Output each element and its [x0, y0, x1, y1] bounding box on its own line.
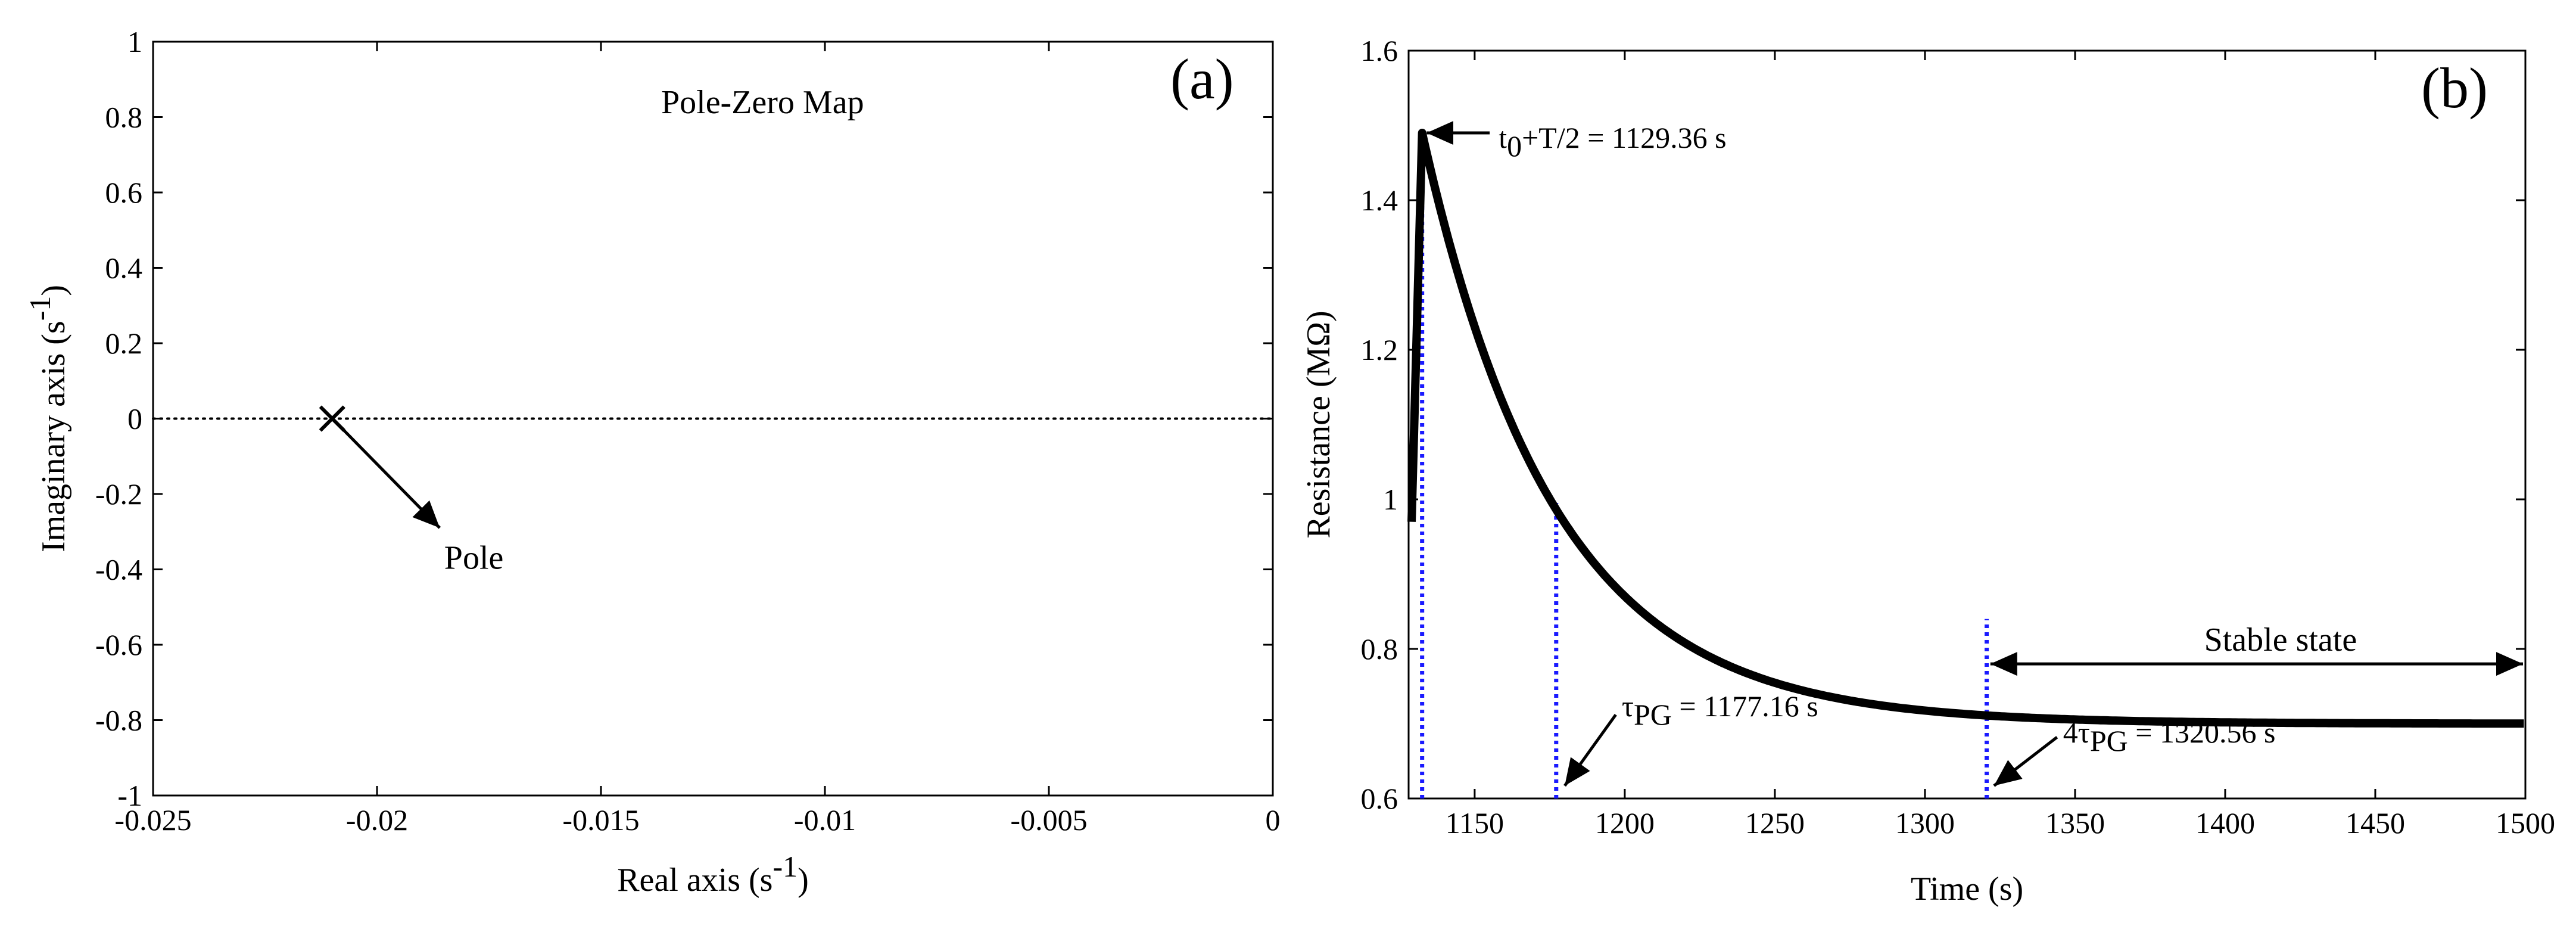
x-tick-label: 1400 — [2195, 806, 2255, 840]
x-tick-label: 0 — [1266, 803, 1281, 837]
annotation-rest: = 1320.56 s — [2128, 716, 2276, 749]
x-tick-label: 1150 — [1446, 806, 1504, 840]
y-tick-label: -1 — [117, 779, 142, 812]
y-tick-label: 0.6 — [1361, 782, 1398, 815]
x-tick-label: 1200 — [1595, 806, 1655, 840]
y-tick-label: 1 — [127, 25, 142, 58]
x-tick-label: 1500 — [2496, 806, 2555, 840]
y-tick-label: 0.6 — [105, 176, 143, 209]
x-tick-label: -0.02 — [346, 803, 408, 837]
y-tick-label: 0.8 — [1361, 632, 1398, 666]
x-axis-label-end: ) — [798, 862, 809, 899]
panel-label-b: (b) — [2421, 56, 2488, 120]
annotation-rest: +T/2 = 1129.36 s — [1522, 121, 1726, 154]
annotation-main: 4τ — [2063, 716, 2090, 749]
y-tick-label: 1.6 — [1361, 34, 1398, 67]
pole-zero-map-panel: -0.025 -0.02 -0.015 -0.01 -0.005 0 1 0.8 0.6 0.4 0… — [23, 25, 1281, 899]
plot-frame — [1407, 49, 2527, 800]
y-tick-label: 1 — [1383, 483, 1398, 516]
y-tick-label: -0.6 — [95, 628, 142, 661]
y-tick-label: -0.2 — [95, 477, 142, 511]
x-tick-label: 1250 — [1745, 806, 1805, 840]
x-axis-label: Real axis (s-1) — [617, 850, 809, 899]
x-tick-label: 1450 — [2346, 806, 2405, 840]
pole-marker — [319, 405, 345, 432]
annotation-arrow-tau — [1563, 713, 1617, 787]
resistance-plot-panel: 1150 1200 1250 1300 1350 1400 1450 1500 0.6 0.8 1 1… — [1300, 34, 2555, 908]
panel-label-a: (a) — [1170, 47, 1234, 111]
resistance-series-line — [1407, 129, 2525, 728]
plot-title: Pole-Zero Map — [661, 84, 864, 121]
y-axis-label: Resistance (MΩ) — [1300, 310, 1337, 538]
pole-annotation-arrow — [339, 425, 441, 529]
pole-annotation-label: Pole — [444, 540, 504, 577]
x-tick-label: -0.005 — [1010, 803, 1087, 837]
x-tick-label: 1350 — [2045, 806, 2105, 840]
annotation-subscript: 0 — [1507, 129, 1522, 163]
y-axis-label-sup: -1 — [23, 296, 57, 321]
x-tick-label: 1300 — [1895, 806, 1955, 840]
annotation-rest: = 1177.16 s — [1672, 689, 1818, 723]
annotation-subscript: PG — [2090, 724, 2128, 757]
annotation-label-peak: t0+T/2 = 1129.36 s — [1499, 121, 1726, 163]
y-tick-label: 1.2 — [1361, 333, 1398, 366]
y-tick-label: 0.2 — [105, 327, 143, 360]
x-tick-label: -0.025 — [114, 803, 191, 837]
x-axis-label-text: Real axis (s — [617, 862, 773, 899]
x-tick-label: -0.015 — [562, 803, 639, 837]
x-tick-label: -0.01 — [794, 803, 856, 837]
y-tick-label: 1.4 — [1361, 184, 1398, 217]
annotation-label-tau: τPG = 1177.16 s — [1622, 689, 1818, 731]
stable-state-label: Stable state — [2204, 622, 2357, 658]
x-axis-label: Time (s) — [1911, 871, 2023, 908]
annotation-main: t — [1499, 121, 1507, 154]
y-tick-label: 0 — [127, 402, 142, 436]
annotation-label-tau4: 4τPG = 1320.56 s — [2063, 716, 2276, 757]
annotation-arrow-tau4 — [1993, 736, 2058, 787]
y-tick-label: -0.4 — [95, 553, 142, 586]
x-axis-label-sup: -1 — [773, 850, 798, 883]
y-tick-label: 0.4 — [105, 251, 143, 285]
y-axis-label-text: Imaginary axis (s — [35, 321, 72, 552]
y-axis-label-end: ) — [35, 285, 72, 296]
y-axis-label: Imaginary axis (s-1) — [23, 285, 72, 552]
annotation-subscript: PG — [1634, 698, 1672, 731]
y-tick-label: -0.8 — [95, 704, 142, 737]
annotation-main: τ — [1622, 689, 1634, 723]
pole-marker-stroke — [319, 405, 345, 432]
y-tick-label: 0.8 — [105, 101, 143, 134]
